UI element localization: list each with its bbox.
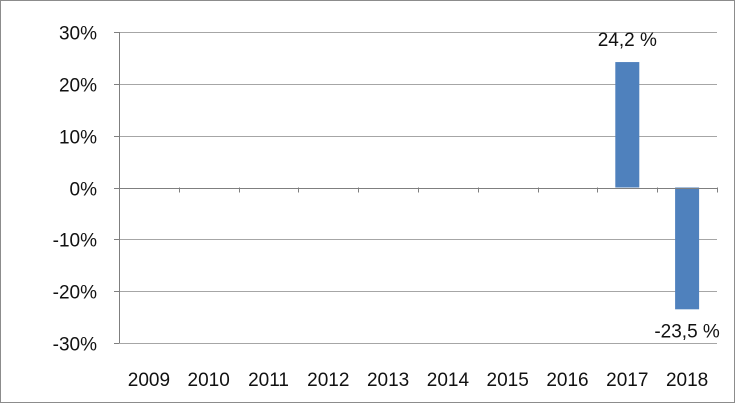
x-tick-label: 2009 [128,370,170,391]
y-tick-label: -20% [53,283,97,304]
x-tick-label: 2013 [367,370,409,391]
x-tick-label: 2015 [487,370,529,391]
bars [615,62,700,310]
y-tick-label: 10% [59,128,97,149]
x-tick-label: 2011 [248,370,289,391]
bar-2018 [675,187,700,310]
y-tick-label: 0% [70,180,98,201]
y-tick-label: -30% [53,335,97,356]
x-tick-labels: 2009 2010 2011 2012 2013 2014 2015 2016 2017 2018 [128,370,708,391]
x-tick-label: 2017 [606,370,648,391]
data-label-2018: -23,5 % [654,321,720,342]
y-tick-label: 30% [59,24,97,45]
bar-2017 [615,62,640,188]
y-tick-label: 20% [59,76,97,97]
y-tick-labels: 30% 20% 10% 0% -10% -20% -30% [53,24,97,356]
x-tick-label: 2010 [188,370,230,391]
x-tick-label: 2014 [427,370,470,391]
x-tick-label: 2012 [307,370,349,391]
x-tick-label: 2016 [546,370,588,391]
gridlines [119,32,717,344]
y-tick-label: -10% [53,231,97,252]
x-tick-label: 2018 [666,370,708,391]
data-label-2017: 24,2 % [598,30,657,51]
data-labels: 24,2 % -23,5 % [598,30,720,342]
axes [114,32,718,344]
